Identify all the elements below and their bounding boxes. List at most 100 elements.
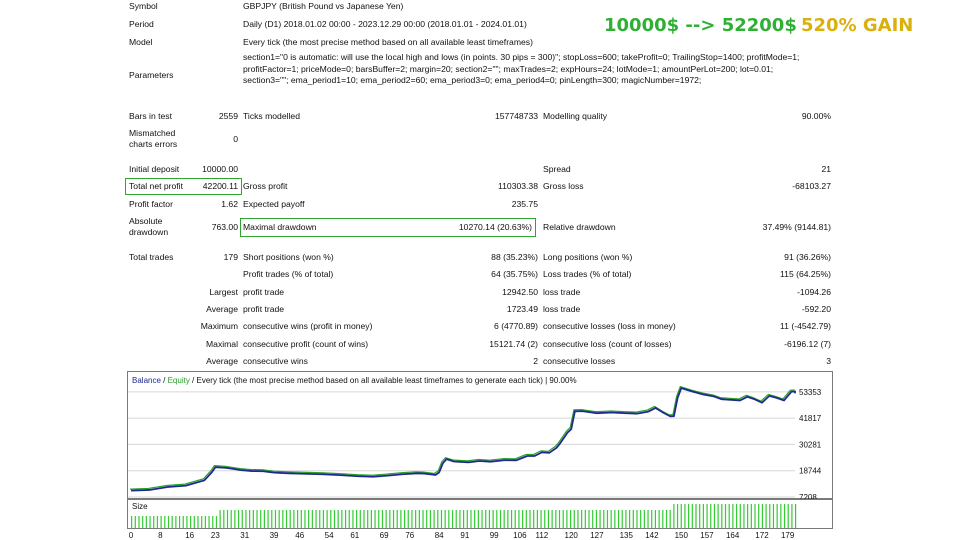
average-consec-losses-value: 3 bbox=[826, 356, 831, 366]
volume-bar bbox=[263, 510, 265, 528]
average-profit-label: profit trade bbox=[243, 304, 285, 314]
total-net-profit-highlight bbox=[125, 178, 242, 195]
total-trades-label: Total trades bbox=[129, 252, 174, 262]
x-tick-label: 16 bbox=[185, 531, 194, 540]
relative-drawdown-value: 37.49% (9144.81) bbox=[762, 222, 831, 232]
legend-sep-3: | bbox=[543, 376, 550, 385]
absolute-drawdown-label: Absolute bbox=[129, 216, 163, 226]
maximal-drawdown-highlight bbox=[240, 218, 536, 237]
volume-bar bbox=[356, 510, 358, 528]
average-label: Average bbox=[206, 304, 238, 314]
volume-bar bbox=[765, 504, 767, 528]
volume-bar bbox=[407, 510, 409, 528]
volume-bar bbox=[385, 510, 387, 528]
volume-bar bbox=[252, 510, 254, 528]
maximum-wins-value: 6 (4770.89) bbox=[494, 321, 538, 331]
volume-bar bbox=[724, 504, 727, 528]
modelling-quality-value: 90.00% bbox=[801, 111, 831, 121]
volume-bar bbox=[212, 516, 214, 528]
parameters-label: Parameters bbox=[129, 70, 174, 80]
chart-title: Every tick (the most precise method base… bbox=[197, 376, 544, 385]
volume-bar bbox=[271, 510, 273, 528]
volume-bar bbox=[584, 510, 586, 528]
volume-bar bbox=[226, 510, 229, 528]
volume-bar bbox=[595, 510, 597, 528]
volume-bar bbox=[488, 510, 491, 528]
x-tick-label: 91 bbox=[460, 531, 469, 540]
volume-bar bbox=[167, 516, 170, 528]
volume-bar bbox=[374, 510, 376, 528]
volume-bar bbox=[304, 510, 306, 528]
volume-bar bbox=[669, 510, 671, 528]
volume-bar bbox=[448, 510, 450, 528]
volume-bar bbox=[536, 510, 538, 528]
volume-bar bbox=[285, 510, 288, 528]
profit-factor-value: 1.62 bbox=[221, 199, 238, 209]
largest-loss-label: loss trade bbox=[543, 287, 581, 297]
volume-bar bbox=[156, 516, 159, 528]
legend-sep-2: / bbox=[190, 376, 197, 385]
maximal-losses-value: -6196.12 (7) bbox=[784, 339, 831, 349]
volume-bar bbox=[134, 516, 136, 528]
model-value: Every tick (the most precise method base… bbox=[243, 37, 533, 47]
volume-bar bbox=[459, 510, 461, 528]
volume-bar bbox=[186, 516, 188, 528]
volume-bar bbox=[311, 510, 313, 528]
volume-bar bbox=[466, 510, 468, 528]
x-tick-label: 164 bbox=[726, 531, 740, 540]
largest-profit-value: 12942.50 bbox=[502, 287, 538, 297]
volume-bar bbox=[201, 516, 203, 528]
volume-bar bbox=[761, 504, 763, 528]
x-tick-label: 0 bbox=[129, 531, 134, 540]
volume-bar bbox=[359, 510, 361, 528]
volume-bar bbox=[333, 510, 336, 528]
volume-bar bbox=[197, 516, 199, 528]
total-net-profit-value: 42200.11 bbox=[202, 181, 238, 191]
volume-bar bbox=[747, 504, 749, 528]
average-consec-label: Average bbox=[206, 356, 238, 366]
volume-bar bbox=[643, 510, 645, 528]
volume-bar bbox=[145, 516, 147, 528]
largest-loss-value: -1094.26 bbox=[797, 287, 831, 297]
volume-bar bbox=[245, 510, 247, 528]
legend-equity: Equity bbox=[168, 376, 190, 385]
x-tick-label: 120 bbox=[565, 531, 579, 540]
profit-trades-value: 64 (35.75%) bbox=[491, 269, 538, 279]
maximal-wins-value: 15121.74 (2) bbox=[489, 339, 538, 349]
volume-bar bbox=[702, 504, 704, 528]
volume-bar bbox=[665, 510, 668, 528]
x-tick-label: 69 bbox=[380, 531, 389, 540]
volume-bar bbox=[522, 510, 524, 528]
volume-bar bbox=[787, 504, 789, 528]
volume-bar bbox=[363, 510, 365, 528]
volume-bar bbox=[474, 510, 476, 528]
total-trades-value: 179 bbox=[223, 252, 238, 262]
volume-bar bbox=[629, 510, 631, 528]
volume-bar bbox=[370, 510, 372, 528]
volume-bar bbox=[676, 504, 679, 528]
volume-bar bbox=[614, 510, 616, 528]
x-tick-label: 106 bbox=[513, 531, 527, 540]
volume-bar bbox=[769, 504, 771, 528]
volume-bar bbox=[289, 510, 291, 528]
maximal-losses-label: consecutive loss (count of losses) bbox=[543, 339, 672, 349]
maximal-label: Maximal bbox=[206, 339, 238, 349]
gain-headline: 10000$ --> 52200$ bbox=[604, 15, 797, 36]
volume-bar bbox=[293, 510, 295, 528]
volume-bar bbox=[422, 510, 424, 528]
mismatched-value: 0 bbox=[233, 134, 238, 144]
long-positions-value: 91 (36.26%) bbox=[784, 252, 831, 262]
gain-percent-headline: 520% GAIN bbox=[801, 15, 914, 36]
volume-bar bbox=[256, 510, 258, 528]
volume-bar bbox=[171, 516, 173, 528]
expected-payoff-value: 235.75 bbox=[511, 199, 538, 209]
volume-bar bbox=[496, 510, 498, 528]
volume-bar bbox=[688, 504, 690, 528]
volume-bar bbox=[621, 510, 623, 528]
volume-bar bbox=[389, 510, 391, 528]
x-tick-label: 127 bbox=[590, 531, 604, 540]
volume-bar bbox=[341, 510, 343, 528]
modelling-quality-label: Modelling quality bbox=[543, 111, 608, 121]
volume-bar bbox=[721, 504, 723, 528]
volume-bar bbox=[230, 510, 232, 528]
